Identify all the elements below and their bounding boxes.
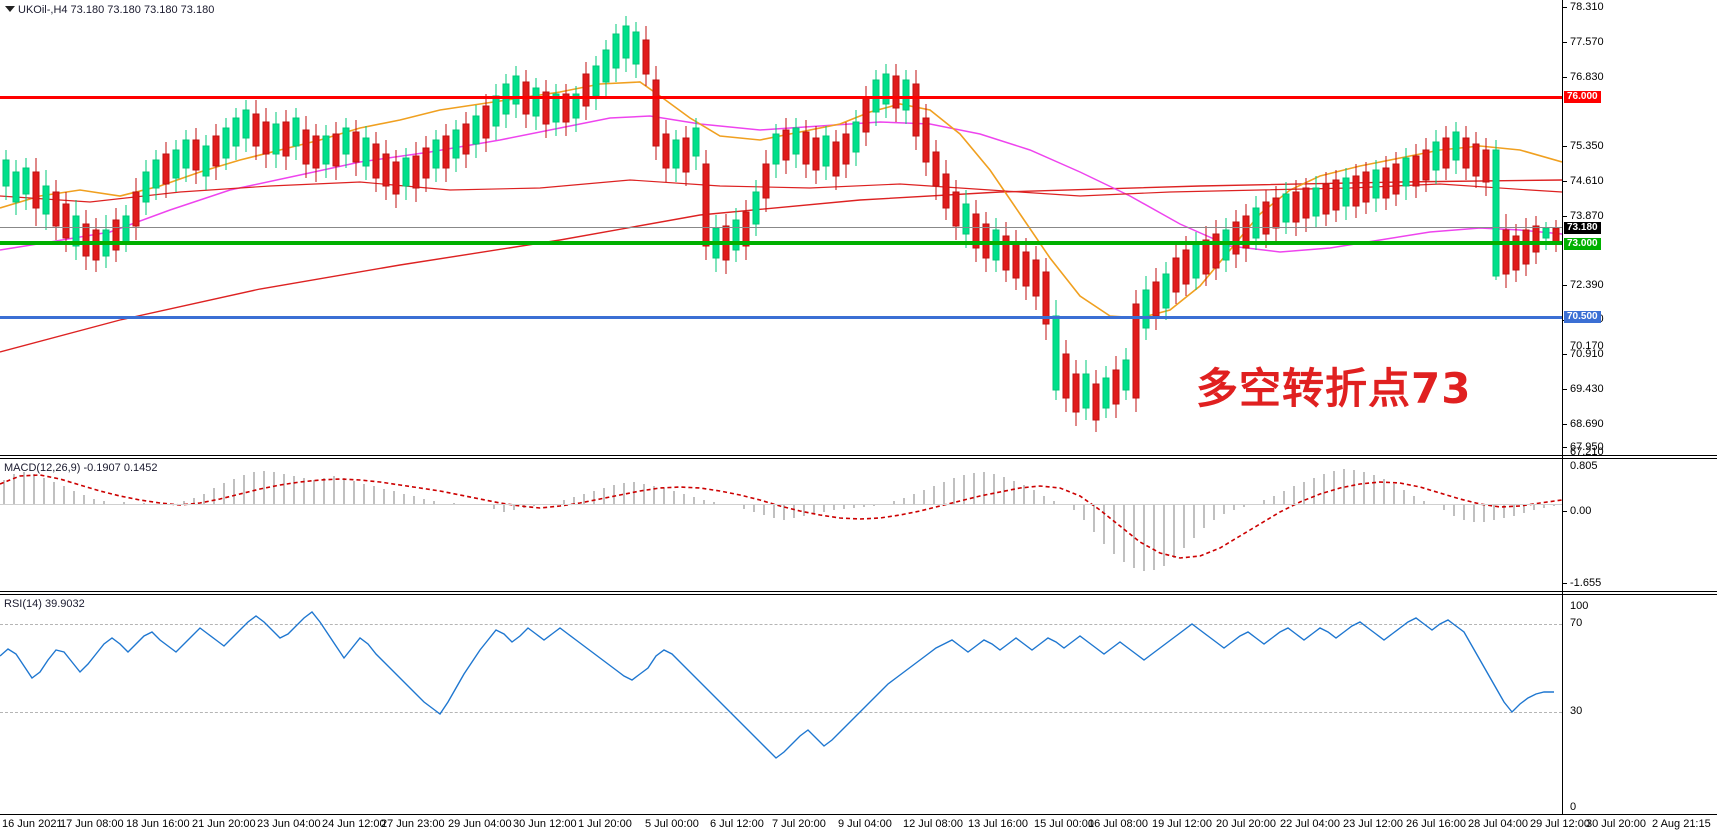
ma-red-short bbox=[0, 179, 1562, 203]
rsi-tick-label: 100 bbox=[1570, 600, 1589, 612]
price-tick-label: 70.170 bbox=[1570, 340, 1604, 352]
macd-panel[interactable] bbox=[0, 458, 1717, 591]
macd-tick-label: 0.00 bbox=[1570, 505, 1592, 517]
price-tick-label: 70.910 bbox=[1570, 348, 1604, 360]
price-tick-label: 77.570 bbox=[1570, 36, 1604, 48]
time-tick-label: 7 Jul 20:00 bbox=[772, 818, 826, 830]
panel-separator-3 bbox=[0, 814, 1717, 815]
ma-red bbox=[0, 179, 1562, 353]
time-tick-label: 12 Jul 08:00 bbox=[903, 818, 963, 830]
time-tick-label: 19 Jul 12:00 bbox=[1152, 818, 1212, 830]
price-tick-label: 74.610 bbox=[1570, 175, 1604, 187]
panel-separator-2 bbox=[0, 591, 1717, 592]
time-tick-label: 2 Aug 21:15 bbox=[1652, 818, 1711, 830]
time-tick-label: 17 Jun 08:00 bbox=[60, 818, 124, 830]
price-tick-label: 73.870 bbox=[1570, 210, 1604, 222]
time-tick-label: 30 Jun 12:00 bbox=[513, 818, 577, 830]
time-tick-label: 9 Jul 04:00 bbox=[838, 818, 892, 830]
price-scale-axis[interactable] bbox=[1562, 0, 1563, 815]
time-tick-label: 18 Jun 16:00 bbox=[126, 818, 190, 830]
price-badge-last[interactable]: 73.180 bbox=[1564, 222, 1601, 234]
price-tick-label: 67.950 bbox=[1570, 441, 1604, 453]
time-tick-label: 5 Jul 00:00 bbox=[645, 818, 699, 830]
macd-zero-line bbox=[0, 504, 1562, 505]
level-line-resistance[interactable] bbox=[0, 96, 1562, 99]
symbol-header: UKOil-,H4 73.180 73.180 73.180 73.180 bbox=[18, 4, 215, 16]
time-tick-label: 1 Jul 20:00 bbox=[578, 818, 632, 830]
panel-separator-1b bbox=[0, 458, 1717, 459]
price-tick-label: 76.830 bbox=[1570, 71, 1604, 83]
panel-separator-2b bbox=[0, 594, 1717, 595]
time-tick-label: 20 Jul 20:00 bbox=[1216, 818, 1276, 830]
time-tick-label: 6 Jul 12:00 bbox=[710, 818, 764, 830]
rsi-header[interactable]: RSI(14) 39.9032 bbox=[4, 598, 85, 610]
time-tick-label: 16 Jun 2021 bbox=[2, 818, 63, 830]
rsi-panel[interactable] bbox=[0, 594, 1717, 815]
price-badge-support-green[interactable]: 73.000 bbox=[1564, 238, 1601, 250]
time-tick-label: 26 Jul 16:00 bbox=[1406, 818, 1466, 830]
time-tick-label: 23 Jul 12:00 bbox=[1343, 818, 1403, 830]
macd-svg bbox=[0, 469, 1562, 571]
level-line-support-green[interactable] bbox=[0, 241, 1562, 245]
panel-separator-1 bbox=[0, 455, 1717, 456]
time-tick-label: 24 Jun 12:00 bbox=[322, 818, 386, 830]
rsi-line bbox=[0, 611, 1554, 759]
price-tick-label: 78.310 bbox=[1570, 1, 1604, 13]
price-tick-label-bottom: 67.210 bbox=[1570, 446, 1604, 458]
time-tick-label: 23 Jun 04:00 bbox=[257, 818, 321, 830]
chart-annotation: 多空转折点73 bbox=[1196, 364, 1472, 413]
ma-orange bbox=[0, 81, 1562, 319]
price-badge-resistance[interactable]: 76.000 bbox=[1564, 91, 1601, 103]
macd-signal-line bbox=[0, 474, 1562, 559]
time-tick-label: 29 Jul 12:00 bbox=[1530, 818, 1590, 830]
price-tick-label: 68.690 bbox=[1570, 418, 1604, 430]
triangle-down-icon[interactable] bbox=[5, 6, 15, 12]
time-tick-label: 28 Jul 04:00 bbox=[1468, 818, 1528, 830]
price-tick-label: 69.430 bbox=[1570, 383, 1604, 395]
macd-header[interactable]: MACD(12,26,9) -0.1907 0.1452 bbox=[4, 462, 158, 474]
ma-magenta bbox=[0, 115, 1562, 253]
time-tick-label: 16 Jul 08:00 bbox=[1088, 818, 1148, 830]
time-tick-label: 22 Jul 04:00 bbox=[1280, 818, 1340, 830]
level-line-support-blue[interactable] bbox=[0, 316, 1562, 319]
rsi-oversold-band bbox=[0, 712, 1562, 713]
rsi-tick-label: 30 bbox=[1570, 705, 1583, 717]
time-tick-label: 15 Jul 00:00 bbox=[1034, 818, 1094, 830]
price-badge-support-blue[interactable]: 70.500 bbox=[1564, 311, 1601, 323]
time-tick-label: 29 Jun 04:00 bbox=[448, 818, 512, 830]
price-panel[interactable]: 多空转折点73 bbox=[0, 0, 1717, 455]
time-tick-label: 30 Jul 20:00 bbox=[1586, 818, 1646, 830]
macd-histogram bbox=[3, 469, 1555, 571]
time-tick-label: 13 Jul 16:00 bbox=[968, 818, 1028, 830]
price-candles-svg bbox=[0, 16, 1562, 432]
macd-tick-label: -1.655 bbox=[1570, 577, 1602, 589]
candle-series bbox=[2, 16, 1560, 432]
price-tick-label: 72.390 bbox=[1570, 279, 1604, 291]
macd-tick-label: 0.805 bbox=[1570, 460, 1598, 472]
price-tick-label: 75.350 bbox=[1570, 140, 1604, 152]
rsi-tick-label: 0 bbox=[1570, 801, 1577, 813]
rsi-svg bbox=[0, 611, 1554, 759]
time-tick-label: 21 Jun 20:00 bbox=[192, 818, 256, 830]
rsi-tick-label: 70 bbox=[1570, 617, 1583, 629]
level-line-last-price bbox=[0, 227, 1562, 228]
time-tick-label: 27 Jun 23:00 bbox=[381, 818, 445, 830]
rsi-overbought-band bbox=[0, 624, 1562, 625]
time-axis[interactable]: 16 Jun 2021 17 Jun 08:00 18 Jun 16:00 21… bbox=[0, 816, 1717, 836]
